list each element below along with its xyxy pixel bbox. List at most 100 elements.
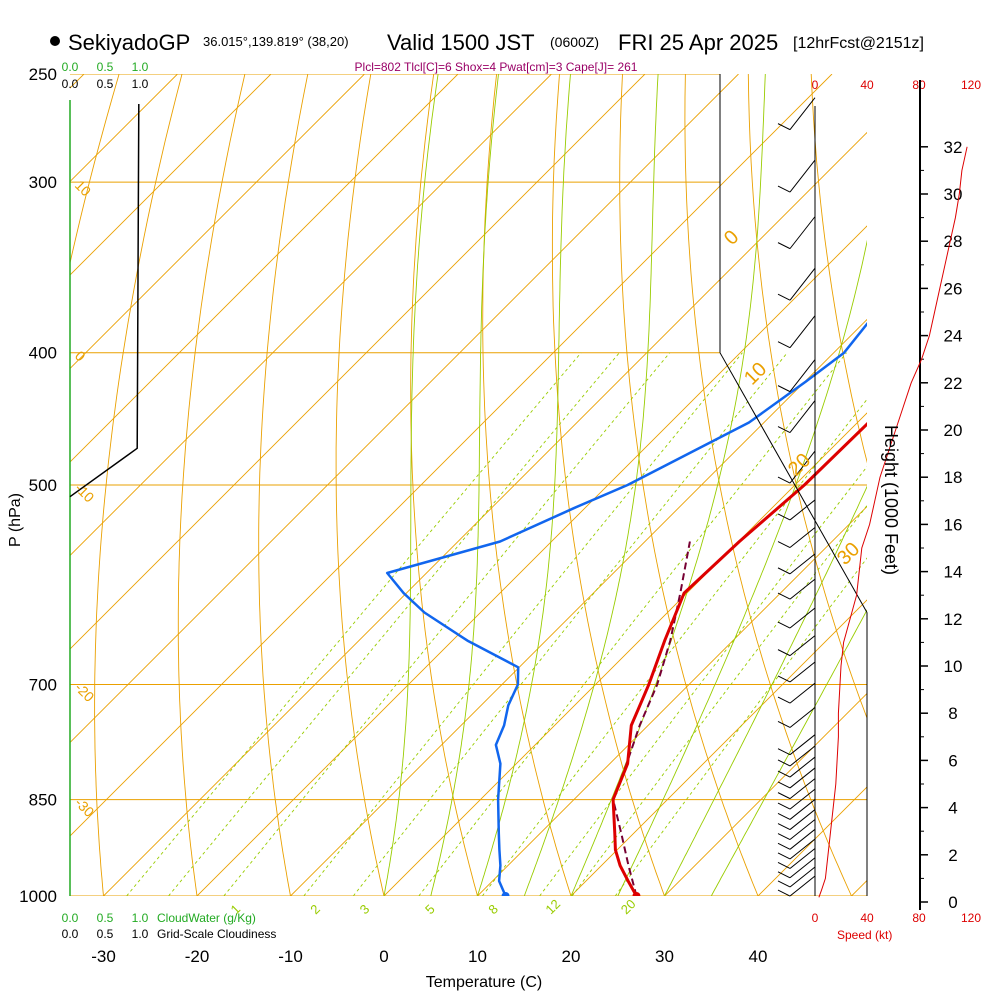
- wind-speed-profile: [818, 146, 968, 898]
- mixing-ratio-label: 20: [618, 896, 639, 917]
- isotherm-line: [290, 318, 867, 896]
- mixing-ratio-label: 5: [422, 901, 438, 917]
- isotherm-line: [851, 879, 867, 896]
- height-axis-title: Height (1000 Feet): [881, 425, 901, 575]
- isotherm-line: [196, 225, 867, 896]
- cloudiness-tick: 0.5: [97, 927, 114, 941]
- dry-adiabat-line: [551, 74, 665, 896]
- dry-adiabat-label: 0: [720, 226, 743, 249]
- mixing-ratio-line: [126, 352, 582, 896]
- wind-barb-flag: [777, 185, 791, 193]
- wind-barb-flag: [777, 812, 791, 820]
- cloud-water-tick: 0.0: [62, 911, 79, 925]
- wind-barb: [789, 450, 816, 484]
- wind-barb: [789, 778, 816, 800]
- valid-date: FRI 25 Apr 2025: [618, 30, 778, 55]
- wind-barb-flag: [777, 513, 791, 521]
- wind-barb: [789, 745, 816, 767]
- dry-adiabat-label: 10: [740, 358, 771, 389]
- isotherm-label: -20: [72, 679, 98, 705]
- cloudiness-tick: 1.0: [132, 927, 149, 941]
- dry-adiabat-label: 20: [784, 449, 815, 480]
- moist-adiabat-line: [710, 609, 867, 896]
- temperature-tick-label: 0: [379, 947, 388, 966]
- pressure-tick-label: 500: [29, 476, 57, 495]
- cloudiness-tick: 0.0: [62, 77, 79, 91]
- wind-barb-flag: [777, 833, 791, 840]
- isotherm-line: [70, 74, 365, 370]
- wind-barb: [789, 767, 816, 789]
- moist-adiabat-line: [523, 74, 659, 896]
- wind-barb: [789, 661, 816, 683]
- mixing-ratio-label: 3: [357, 901, 373, 917]
- dewpoint-trace: [385, 322, 867, 896]
- isotherm-line: [70, 74, 739, 744]
- mixing-ratio-label: 8: [485, 901, 501, 917]
- temperature-tick-label: -30: [91, 947, 116, 966]
- mixing-ratio-line: [418, 352, 847, 896]
- height-tick-label: 14: [944, 563, 963, 582]
- dry-adiabat-line: [94, 74, 183, 896]
- wind-barb-flag: [777, 802, 791, 810]
- wind-barb-flag: [777, 748, 791, 756]
- mixing-ratio-line: [481, 398, 867, 896]
- wind-barb-flag: [777, 621, 791, 629]
- height-tick-label: 18: [944, 468, 963, 487]
- valid-time: Valid 1500 JST: [387, 30, 535, 55]
- dry-adiabat-line: [482, 74, 572, 896]
- temperature-tick-label: -20: [185, 947, 210, 966]
- wind-barb: [789, 527, 816, 548]
- dry-adiabat-line: [410, 74, 478, 896]
- wind-barb: [789, 553, 816, 575]
- wind-barb-flag: [777, 781, 791, 789]
- cloud-water-title: CloudWater (g/Kg): [157, 911, 256, 925]
- wind-barb-flag: [777, 385, 791, 393]
- wind-barb: [789, 838, 816, 860]
- cloudiness-title: Grid-Scale Cloudiness: [157, 927, 276, 941]
- isotherm-label: -30: [72, 794, 98, 820]
- wind-barb: [789, 828, 816, 850]
- forecast-info: [12hrFcst@2151z]: [793, 35, 924, 52]
- cloudiness-profile-line: [69, 103, 140, 498]
- dry-adiabat-line: [619, 74, 759, 896]
- wind-barb-flag: [777, 123, 791, 131]
- wind-barb: [789, 734, 816, 756]
- dry-adiabat-line: [177, 74, 246, 896]
- isotherm-label: 10: [72, 177, 94, 199]
- height-tick-label: 30: [944, 185, 963, 204]
- pressure-tick-label: 400: [29, 344, 57, 363]
- moist-adiabat-line: [570, 74, 766, 896]
- speed-axis-title: Speed (kt): [837, 928, 892, 942]
- wind-barb: [789, 400, 816, 433]
- cloud-water-tick: 1.0: [132, 911, 149, 925]
- isotherm-line: [70, 74, 646, 650]
- mixing-ratio-line: [168, 352, 620, 896]
- speed-tick-label: 80: [912, 911, 926, 925]
- wind-barb: [789, 848, 816, 869]
- speed-tick-label: 0: [812, 911, 819, 925]
- wind-barb-flag: [777, 426, 791, 433]
- pressure-tick-label: 1000: [19, 887, 57, 906]
- dry-adiabat-line: [335, 74, 385, 896]
- mixing-ratio-line: [303, 352, 743, 896]
- wind-barb: [789, 707, 816, 728]
- wind-barb-flag: [777, 696, 791, 704]
- mixing-ratio-label: 2: [307, 901, 323, 917]
- plot-boundary-line: [719, 352, 868, 613]
- dry-adiabat-line: [747, 74, 867, 720]
- speed-tick-label: 120: [961, 911, 981, 925]
- wind-barb: [789, 857, 816, 879]
- wind-barb-flag: [777, 242, 791, 250]
- station-coords: 36.015°,139.819° (38,20): [203, 34, 349, 49]
- moist-adiabat-line: [617, 239, 867, 896]
- wind-barb: [789, 499, 816, 521]
- isotherm-line: [70, 74, 459, 463]
- wind-barb-flag: [777, 293, 791, 301]
- speed-tick-label: 120: [961, 78, 981, 92]
- wind-barb-flag: [777, 675, 791, 683]
- wind-barb-flag: [777, 871, 791, 879]
- height-tick-label: 32: [944, 138, 963, 157]
- wind-barb-flag: [777, 592, 791, 600]
- x-axis-title: Temperature (C): [426, 974, 542, 991]
